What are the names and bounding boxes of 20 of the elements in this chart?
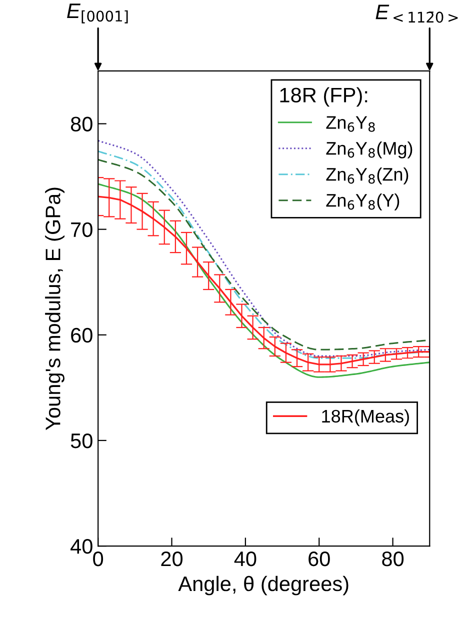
legend-label: Zn$_{6}$Y$_{8}$(Zn): [326, 168, 408, 184]
x-tick-label: 0: [93, 551, 104, 566]
legend-label: 18R(Meas): [322, 409, 409, 426]
text: E$_{<112̄0>}$: [376, 4, 458, 23]
y-tick-label: 80: [70, 116, 92, 132]
y-tick-label: 70: [71, 222, 92, 238]
x-tick-label: 80: [382, 551, 404, 566]
y-tick-label: 60: [71, 328, 92, 343]
legend-label: Zn$_{6}$Y$_{8}$(Y): [326, 194, 400, 210]
y-tick-label: 50: [70, 433, 92, 448]
x-axis-title: Angle, θ (degrees): [178, 576, 348, 596]
y-tick-label: 40: [70, 539, 92, 554]
text: E$_{[0001]}$: [67, 4, 128, 24]
x-tick-label: 60: [308, 551, 330, 566]
x-tick-label: 40: [234, 551, 256, 566]
legend-label: Zn$_{6}$Y$_{8}$: [326, 116, 375, 132]
legend-title: 18R (FP):: [280, 87, 368, 107]
legend-label: Zn$_{6}$Y$_{8}$(Mg): [326, 142, 412, 158]
y-axis-title: Young's modulus, E (GPa): [45, 188, 64, 430]
x-tick-label: 20: [161, 551, 183, 566]
